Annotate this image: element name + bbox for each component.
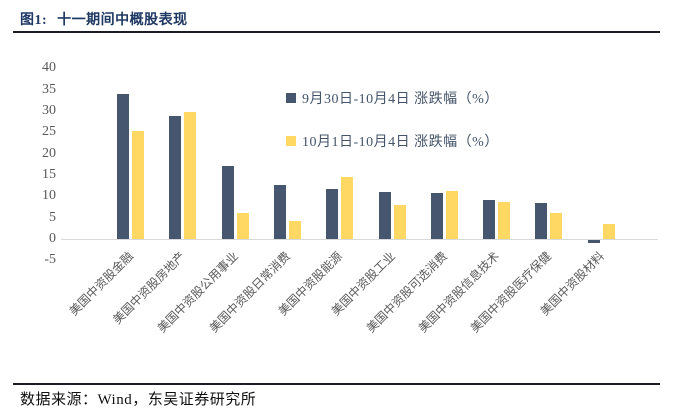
y-tick-label: 0 bbox=[49, 231, 56, 246]
bar-oct1-oct4 bbox=[132, 131, 144, 239]
bar-oct1-oct4 bbox=[236, 212, 249, 239]
bar-sep30-oct4 bbox=[221, 166, 234, 239]
bar-sep30-oct4 bbox=[535, 203, 548, 239]
bar-oct1-oct4 bbox=[445, 191, 458, 239]
bar-sep30-oct4 bbox=[169, 116, 182, 239]
legend-swatch-navy-icon bbox=[286, 92, 296, 103]
bar-oct1-oct4 bbox=[341, 176, 354, 239]
y-tick-label: -5 bbox=[44, 252, 56, 268]
legend-label-sep30-oct4: 9月30日-10月4日 涨跌幅（%） bbox=[302, 91, 499, 107]
footer-divider bbox=[13, 383, 660, 385]
data-source: 数据来源：Wind，东吴证券研究所 bbox=[20, 392, 257, 408]
y-tick-label: 15 bbox=[42, 166, 56, 182]
y-tick-label: 25 bbox=[42, 124, 56, 140]
bar-sep30-oct4 bbox=[587, 240, 600, 243]
y-tick-label: 10 bbox=[42, 188, 56, 204]
legend-label-oct1-oct4: 10月1日-10月4日 涨跌幅（%） bbox=[302, 134, 499, 150]
x-axis-line bbox=[61, 239, 658, 240]
legend-swatch-gold-icon bbox=[286, 135, 296, 146]
y-tick-label: 40 bbox=[42, 60, 56, 76]
chart-legend: 9月30日-10月4日 涨跌幅（%） 10月1日-10月4日 涨跌幅（%） bbox=[286, 88, 499, 174]
bar-sep30-oct4 bbox=[117, 93, 129, 239]
bar-sep30-oct4 bbox=[483, 200, 496, 239]
figure-title: 十一期间中概股表现 bbox=[57, 13, 188, 28]
y-tick-label: 35 bbox=[42, 81, 56, 97]
y-tick-label: 5 bbox=[49, 209, 56, 225]
bar-oct1-oct4 bbox=[602, 224, 615, 239]
legend-item-oct1-oct4: 10月1日-10月4日 涨跌幅（%） bbox=[286, 131, 499, 150]
bar-oct1-oct4 bbox=[184, 111, 197, 239]
bar-oct1-oct4 bbox=[550, 212, 563, 239]
figure-header: 图1: 十一期间中概股表现 bbox=[20, 9, 188, 29]
bar-sep30-oct4 bbox=[273, 184, 286, 239]
bar-oct1-oct4 bbox=[393, 204, 406, 239]
figure-label: 图1: bbox=[20, 13, 48, 28]
title-divider bbox=[13, 31, 660, 33]
bar-oct1-oct4 bbox=[288, 220, 301, 239]
bar-oct1-oct4 bbox=[498, 201, 511, 239]
y-tick-label: 20 bbox=[42, 145, 56, 161]
bar-sep30-oct4 bbox=[326, 189, 339, 239]
legend-item-sep30-oct4: 9月30日-10月4日 涨跌幅（%） bbox=[286, 88, 499, 107]
bar-sep30-oct4 bbox=[378, 192, 391, 239]
bar-chart: 9月30日-10月4日 涨跌幅（%） 10月1日-10月4日 涨跌幅（%） 40… bbox=[42, 60, 658, 335]
bar-sep30-oct4 bbox=[430, 193, 443, 239]
y-tick-label: 30 bbox=[42, 102, 56, 118]
